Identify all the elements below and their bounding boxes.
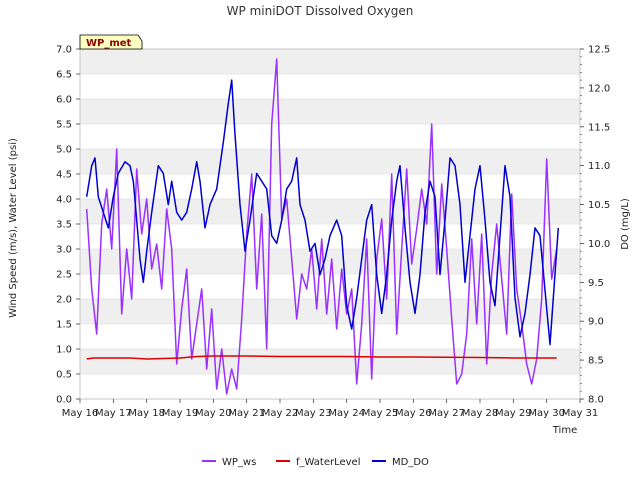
x-tick-label: May 26	[395, 408, 432, 419]
grid-band	[80, 99, 580, 124]
left-axis-title: Wind Speed (m/s), Water Level (psi)	[8, 138, 19, 318]
x-tick-label: May 30	[528, 408, 565, 419]
site-badge-box	[79, 34, 143, 50]
right-tick-label: 12.0	[588, 83, 610, 94]
left-tick-label: 4.5	[56, 170, 72, 181]
grid-band	[80, 124, 580, 149]
site-badge-label: WP_met	[86, 38, 132, 49]
x-tick-label: May 16	[62, 408, 99, 419]
x-tick-label: May 21	[228, 408, 265, 419]
left-tick-label: 5.0	[56, 145, 72, 156]
left-tick-label: 7.0	[56, 45, 72, 56]
left-tick-label: 5.5	[56, 120, 72, 131]
x-axis-title: Time	[552, 425, 577, 436]
left-tick-label: 6.0	[56, 95, 72, 106]
grid-band	[80, 74, 580, 99]
right-tick-label: 11.5	[588, 122, 610, 133]
right-tick-label: 9.5	[588, 278, 604, 289]
right-tick-label: 8.0	[588, 395, 604, 406]
legend-label: f_WaterLevel	[296, 457, 360, 468]
series-layer	[85, 58, 560, 395]
x-tick-label: May 19	[162, 408, 199, 419]
x-tick-label: May 23	[295, 408, 332, 419]
left-tick-label: 3.0	[56, 245, 72, 256]
x-tick-label: May 22	[262, 408, 299, 419]
legend-label: MD_DO	[392, 457, 429, 468]
left-tick-label: 0.5	[56, 370, 72, 381]
grid-band	[80, 49, 580, 74]
left-tick-label: 4.0	[56, 195, 72, 206]
series-line-MD_DO	[85, 79, 560, 346]
series-line-f_WaterLevel	[86, 355, 557, 360]
left-tick-label: 6.5	[56, 70, 72, 81]
legend-label: WP_ws	[222, 457, 256, 468]
legend: WP_ws f_WaterLevel MD_DO	[202, 457, 429, 468]
left-tick-label: 2.0	[56, 295, 72, 306]
x-tick-label: May 17	[95, 408, 132, 419]
x-tick-label: May 28	[462, 408, 499, 419]
x-tick-label: May 27	[428, 408, 465, 419]
right-tick-label: 8.5	[588, 356, 604, 367]
right-axis-title: DO (mg/L)	[620, 198, 631, 250]
x-tick-label: May 25	[362, 408, 399, 419]
grid-band	[80, 374, 580, 399]
series-line-WP_ws	[85, 58, 558, 395]
left-tick-label: 1.0	[56, 345, 72, 356]
right-axis-ticks: 8.0 8.5 9.0 9.5 10.0 10.5 11.0 11.5 12.0 12.5	[580, 45, 610, 406]
right-tick-label: 10.0	[588, 239, 610, 250]
right-tick-label: 11.0	[588, 161, 610, 172]
grid-band	[80, 149, 580, 174]
grid-bands	[80, 49, 580, 399]
x-tick-label: May 18	[128, 408, 165, 419]
grid-band	[80, 299, 580, 324]
left-axis-ticks: 0.0 0.5 1.0 1.5 2.0 2.5 3.0 3.5 4.0 4.5 5.0 5.5 6.0 6…	[56, 45, 80, 406]
x-tick-label: May 31	[562, 408, 599, 419]
x-tick-label: May 24	[328, 408, 365, 419]
grid-band	[80, 324, 580, 349]
x-tick-label: May 20	[195, 408, 232, 419]
x-tick-label: May 29	[495, 408, 532, 419]
left-tick-label: 0.0	[56, 395, 72, 406]
grid-band	[80, 199, 580, 224]
grid-band	[80, 349, 580, 374]
right-tick-label: 9.0	[588, 317, 604, 328]
right-tick-label: 10.5	[588, 200, 610, 211]
chart-title: WP miniDOT Dissolved Oxygen	[227, 4, 414, 18]
right-tick-label: 12.5	[588, 45, 610, 56]
left-tick-label: 1.5	[56, 320, 72, 331]
left-tick-label: 3.5	[56, 220, 72, 231]
site-badge: WP_met	[79, 34, 143, 50]
left-tick-label: 2.5	[56, 270, 72, 281]
